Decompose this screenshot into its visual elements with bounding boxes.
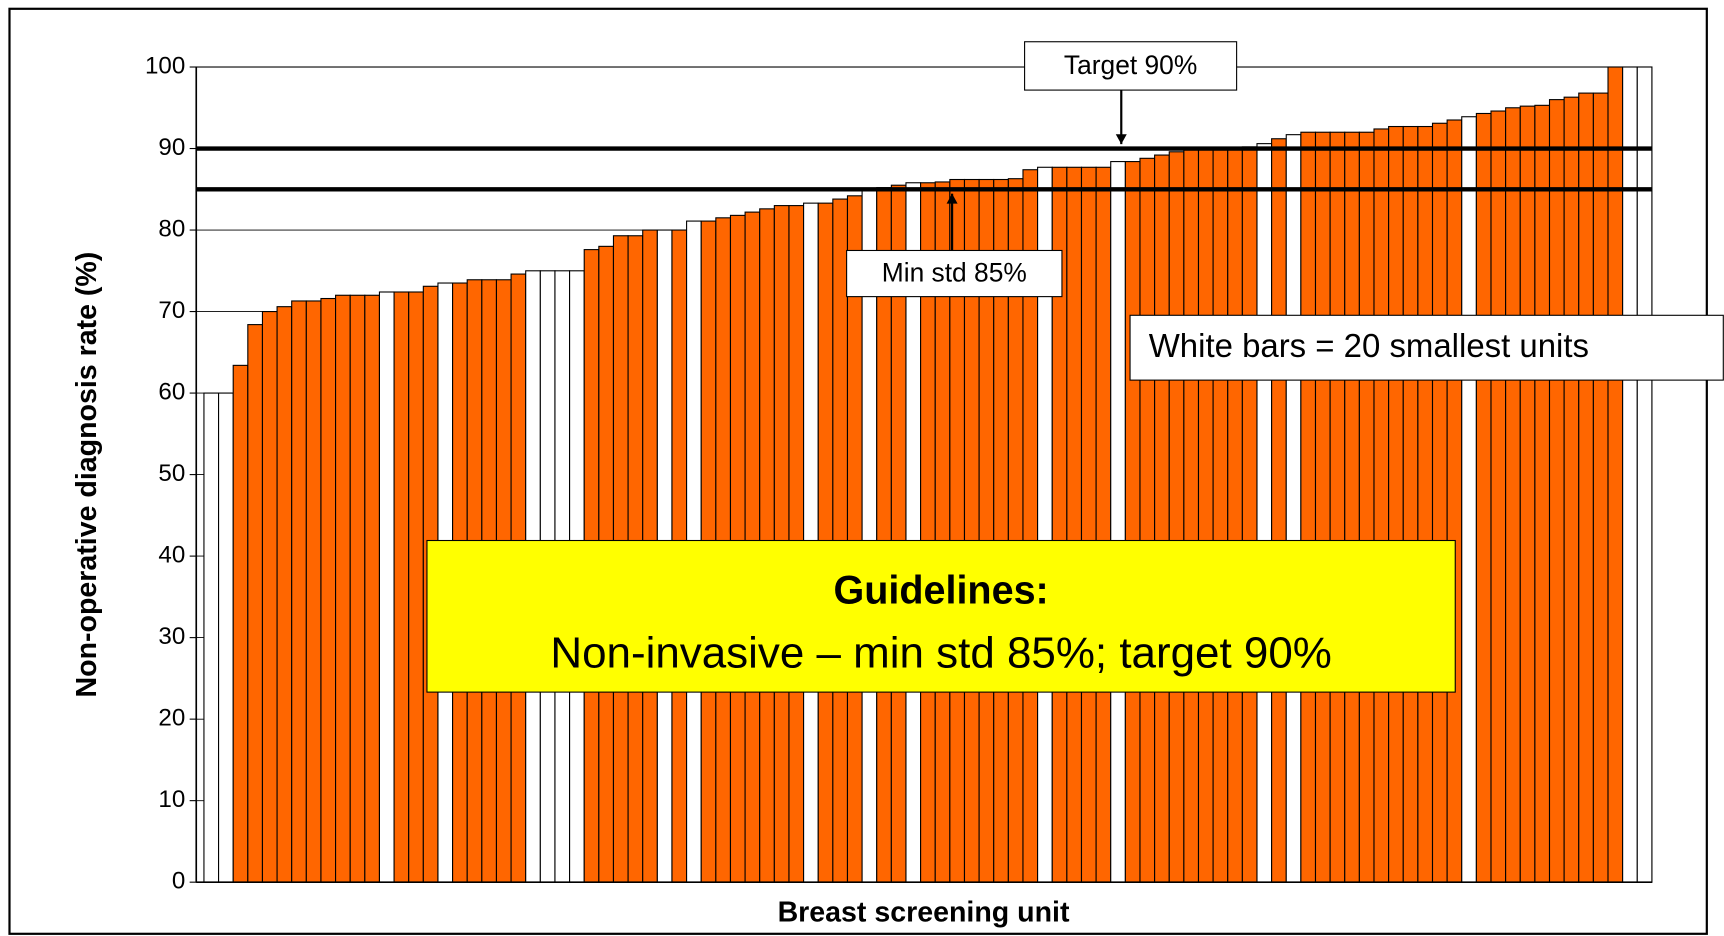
bar bbox=[1344, 131, 1360, 883]
bar bbox=[1417, 125, 1434, 883]
bar bbox=[1110, 161, 1126, 883]
bar bbox=[1534, 104, 1551, 883]
bar bbox=[218, 392, 234, 883]
bar bbox=[1475, 112, 1492, 883]
bar bbox=[1358, 131, 1375, 883]
bar bbox=[1241, 146, 1258, 883]
bar bbox=[1271, 138, 1287, 883]
guidelines-box bbox=[426, 539, 1456, 693]
y-tick-label: 50 bbox=[158, 460, 185, 487]
bar bbox=[1461, 116, 1477, 883]
bar bbox=[1563, 96, 1580, 883]
bar bbox=[261, 311, 278, 883]
reference-label-box bbox=[846, 249, 1063, 298]
bar bbox=[1183, 148, 1200, 883]
bar bbox=[1212, 147, 1229, 883]
bar bbox=[1548, 99, 1565, 883]
arrow-head bbox=[946, 193, 958, 204]
bar bbox=[203, 392, 220, 883]
bar bbox=[1139, 157, 1156, 883]
bar bbox=[1519, 105, 1536, 883]
bar bbox=[1227, 147, 1243, 883]
bar bbox=[1314, 131, 1331, 883]
y-tick-label: 30 bbox=[158, 623, 185, 650]
y-tick-label: 100 bbox=[145, 52, 185, 79]
bar bbox=[364, 294, 381, 883]
bar bbox=[1256, 143, 1273, 883]
bar bbox=[335, 294, 351, 883]
reference-label-box bbox=[1024, 41, 1238, 91]
bar bbox=[378, 291, 395, 883]
bar bbox=[393, 291, 410, 883]
legend-note-box bbox=[1129, 314, 1724, 381]
bar bbox=[1197, 147, 1214, 883]
bar bbox=[232, 364, 249, 883]
guidelines-title: Guidelines: bbox=[833, 569, 1048, 613]
bar bbox=[320, 297, 337, 883]
y-tick-label: 10 bbox=[158, 786, 185, 813]
y-tick-label: 20 bbox=[158, 705, 185, 732]
arrow-head bbox=[1115, 134, 1127, 145]
y-tick-label: 90 bbox=[158, 134, 185, 161]
y-tick-label: 40 bbox=[158, 541, 185, 568]
bar bbox=[1080, 166, 1097, 883]
bar bbox=[1373, 128, 1390, 883]
bar bbox=[1168, 151, 1185, 883]
y-tick-label: 70 bbox=[158, 297, 185, 324]
y-tick-label: 60 bbox=[158, 378, 185, 405]
guidelines-text: Non-invasive – min std 85%; target 90% bbox=[550, 628, 1331, 677]
bar bbox=[291, 300, 307, 883]
reference-label: Min std 85% bbox=[882, 258, 1027, 288]
bar bbox=[1285, 134, 1302, 883]
bar bbox=[1578, 92, 1594, 883]
legend-note: White bars = 20 smallest units bbox=[1149, 327, 1589, 364]
bar bbox=[1505, 107, 1521, 883]
bar bbox=[1124, 161, 1141, 883]
bar bbox=[408, 291, 424, 883]
bar bbox=[1446, 119, 1463, 883]
bar bbox=[1388, 125, 1404, 883]
y-tick-label: 0 bbox=[172, 868, 185, 895]
bar bbox=[1095, 166, 1112, 883]
bar bbox=[349, 294, 366, 883]
y-tick-label: 80 bbox=[158, 215, 185, 242]
bar bbox=[1402, 125, 1419, 883]
bar bbox=[276, 306, 293, 883]
bar bbox=[1154, 154, 1170, 883]
reference-label: Target 90% bbox=[1064, 50, 1197, 80]
bar bbox=[1066, 166, 1083, 883]
bar bbox=[846, 195, 863, 883]
bar bbox=[1329, 131, 1346, 883]
bar bbox=[305, 300, 322, 883]
bar bbox=[247, 324, 263, 883]
bar bbox=[1490, 110, 1507, 883]
bar bbox=[1592, 92, 1609, 883]
bar bbox=[1300, 131, 1317, 883]
y-axis-label: Non-operative diagnosis rate (%) bbox=[71, 252, 103, 698]
x-axis-label: Breast screening unit bbox=[778, 897, 1070, 929]
bar bbox=[1431, 122, 1448, 883]
